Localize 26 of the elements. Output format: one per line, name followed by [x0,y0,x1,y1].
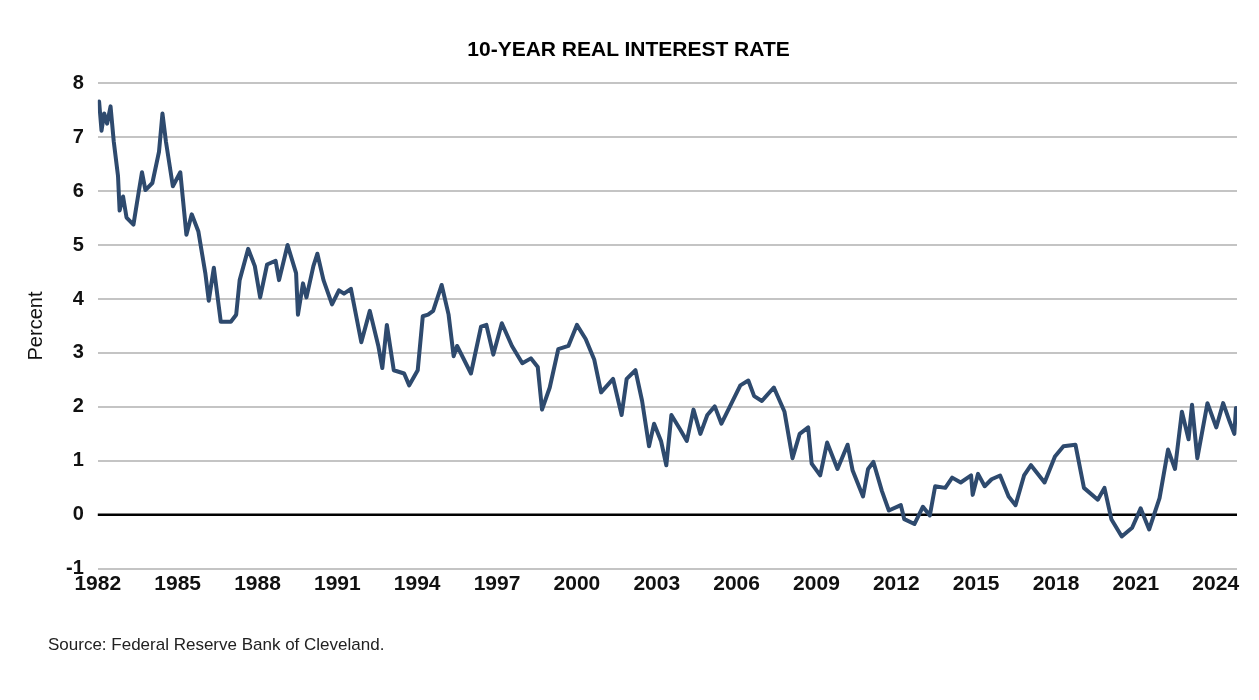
y-tick-label: 7 [72,124,84,147]
x-tick-label: 2006 [713,571,760,595]
y-tick-label: 2 [72,394,84,417]
source-note: Source: Federal Reserve Bank of Cleveland. [48,634,385,654]
x-tick-label: 2018 [1032,571,1080,595]
y-tick-label: 1 [72,448,84,471]
y-tick-label: 3 [72,340,84,363]
x-tick-label: 1997 [473,571,521,595]
x-tick-label: 1985 [154,571,202,595]
y-tick-label: 8 [72,70,84,93]
x-tick-label: 1988 [234,571,282,595]
y-tick-label: 6 [72,178,84,201]
y-tick-label: 4 [72,286,85,309]
chart-title: 10-YEAR REAL INTEREST RATE [467,37,790,61]
y-tick-label: 0 [72,502,84,525]
x-tick-label: 2009 [793,571,840,595]
x-tick-label: 2024 [1192,571,1240,595]
y-tick-label: 5 [72,232,84,255]
y-axis-title: Percent [23,291,46,361]
x-tick-label: 2021 [1112,571,1160,595]
x-tick-label: 2000 [553,571,601,595]
x-tick-label: 1991 [313,571,362,595]
x-tick-label: 1994 [393,571,441,595]
x-tick-label: 2015 [952,571,1000,595]
x-tick-label: 2003 [633,571,681,595]
x-tick-label: 2012 [872,571,920,595]
